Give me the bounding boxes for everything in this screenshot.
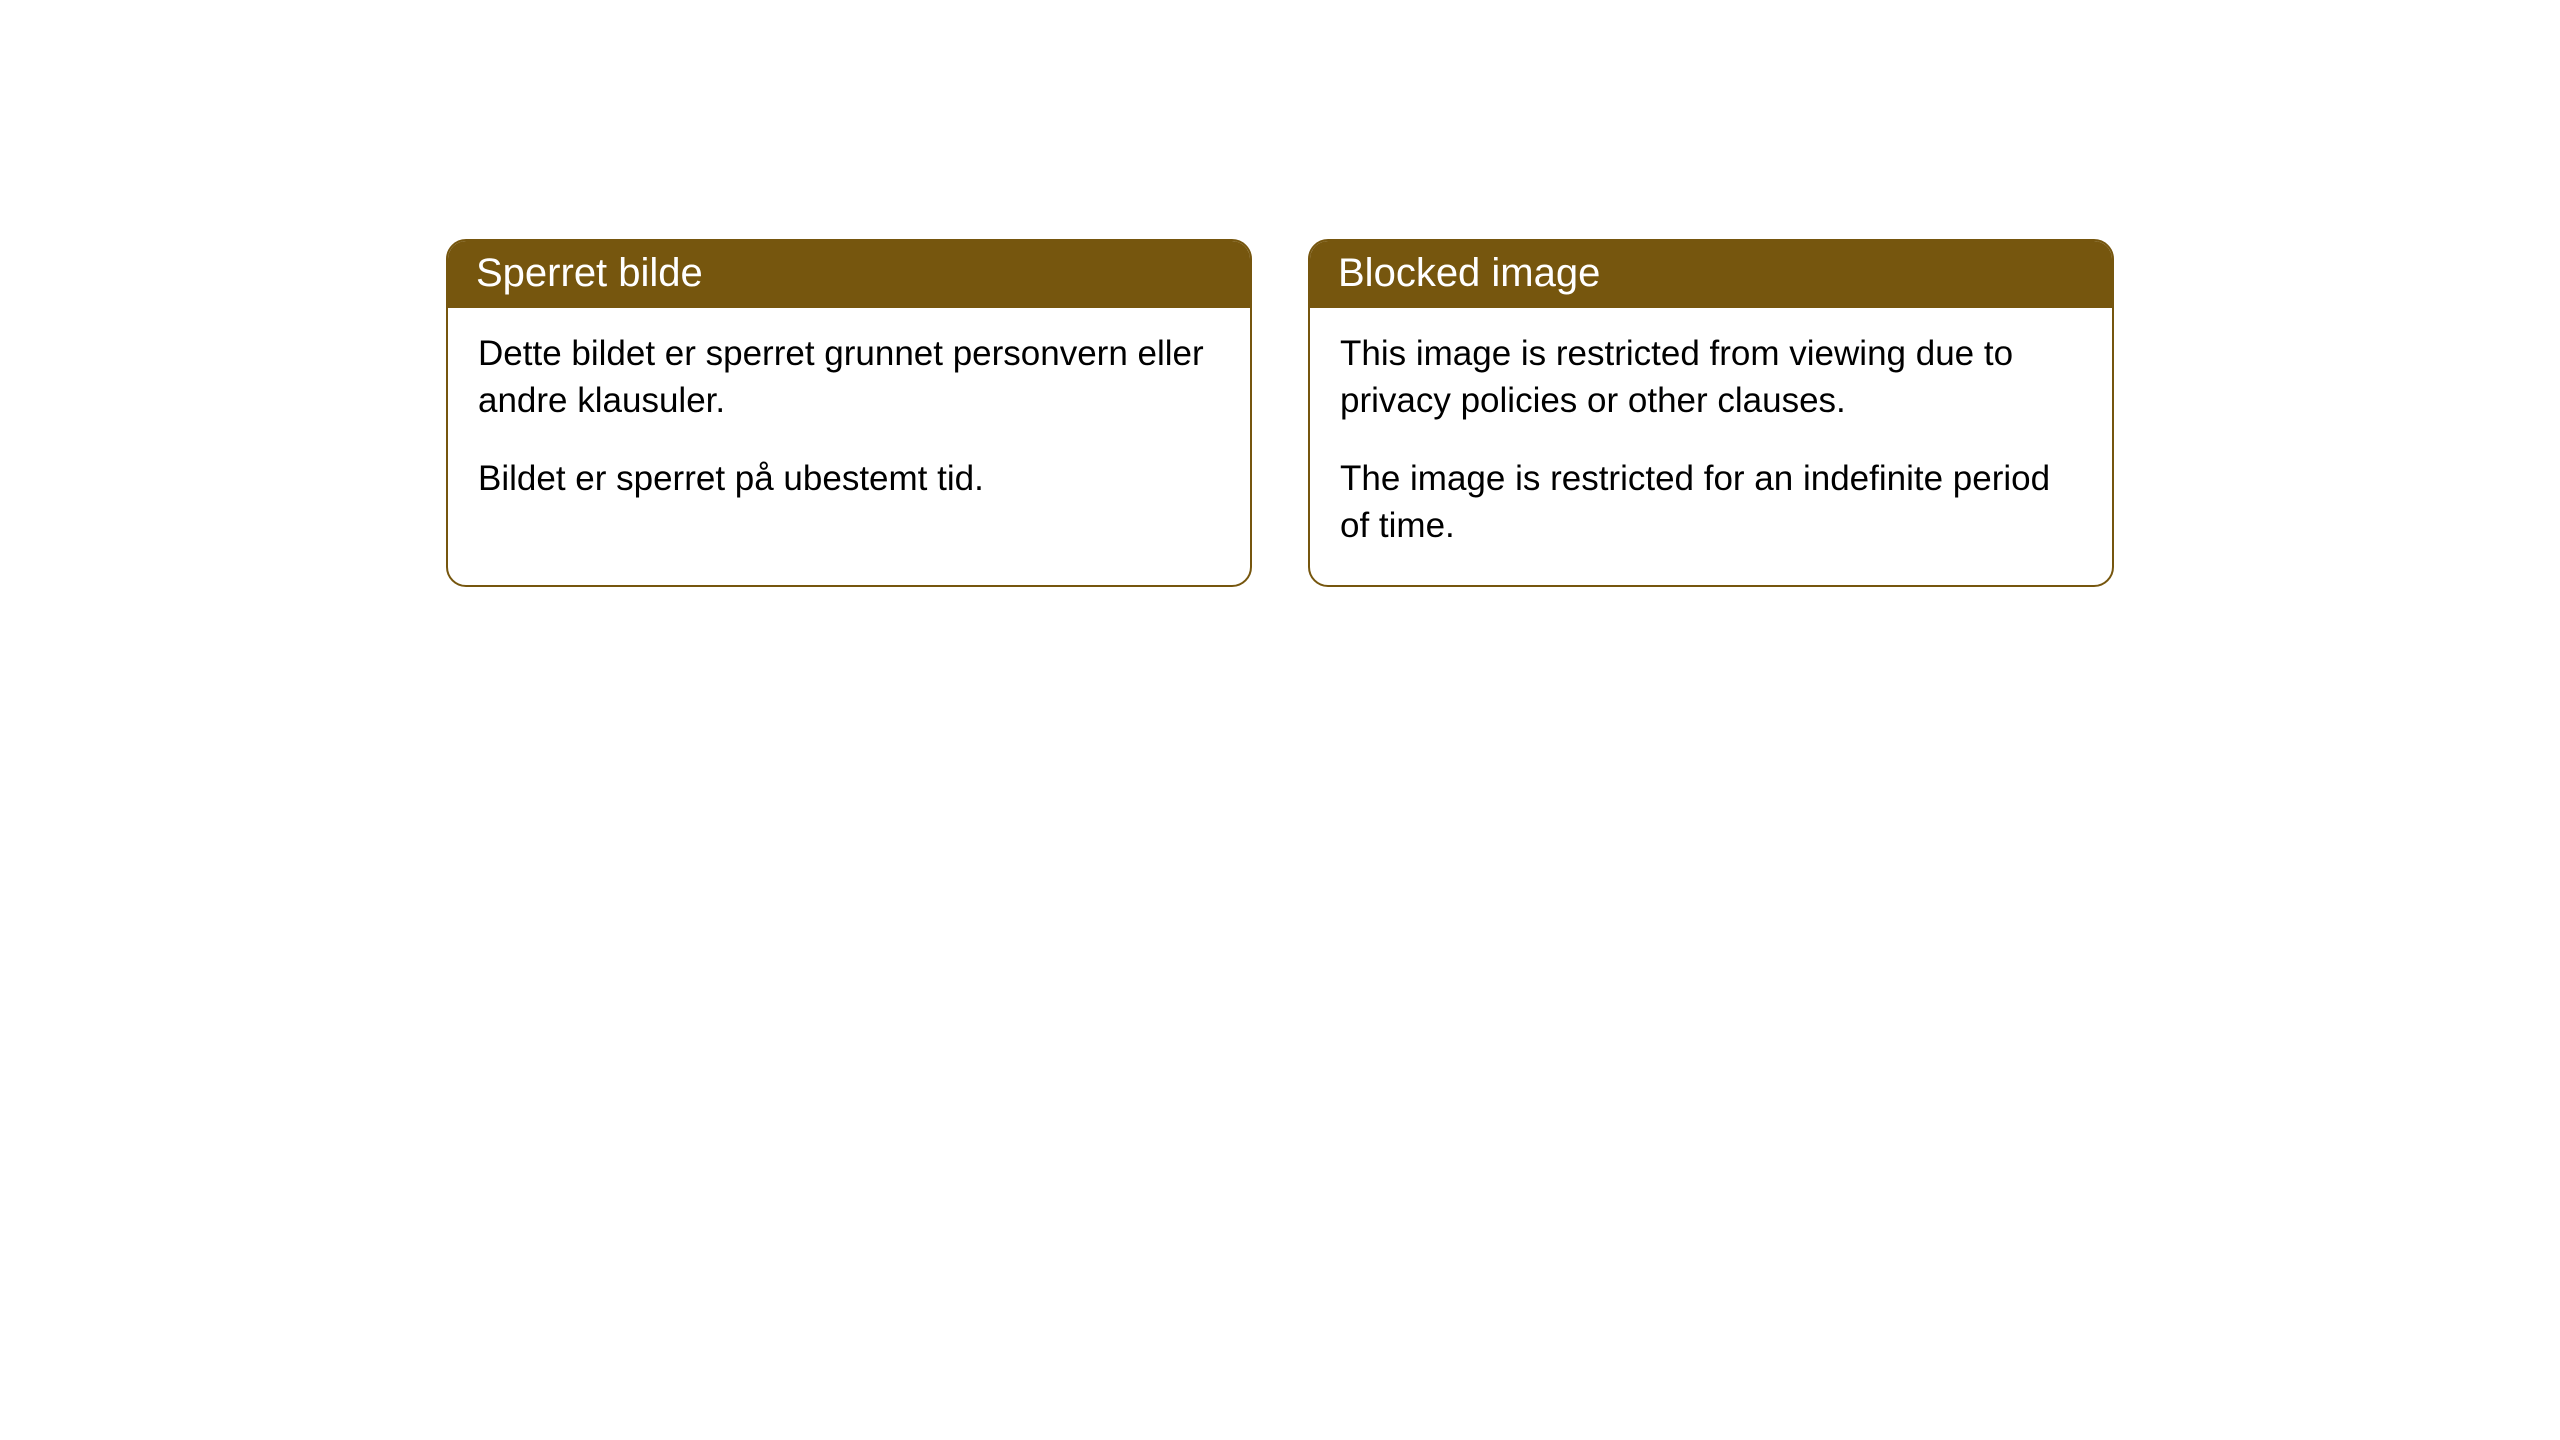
card-text-norwegian-2: Bildet er sperret på ubestemt tid. [478,455,1220,502]
card-body-english: This image is restricted from viewing du… [1310,308,2112,585]
card-text-english-2: The image is restricted for an indefinit… [1340,455,2082,550]
notice-cards-container: Sperret bilde Dette bildet er sperret gr… [446,239,2114,587]
card-text-english-1: This image is restricted from viewing du… [1340,330,2082,425]
card-header-english: Blocked image [1310,241,2112,308]
blocked-image-card-norwegian: Sperret bilde Dette bildet er sperret gr… [446,239,1252,587]
blocked-image-card-english: Blocked image This image is restricted f… [1308,239,2114,587]
card-text-norwegian-1: Dette bildet er sperret grunnet personve… [478,330,1220,425]
card-header-norwegian: Sperret bilde [448,241,1250,308]
card-body-norwegian: Dette bildet er sperret grunnet personve… [448,308,1250,538]
